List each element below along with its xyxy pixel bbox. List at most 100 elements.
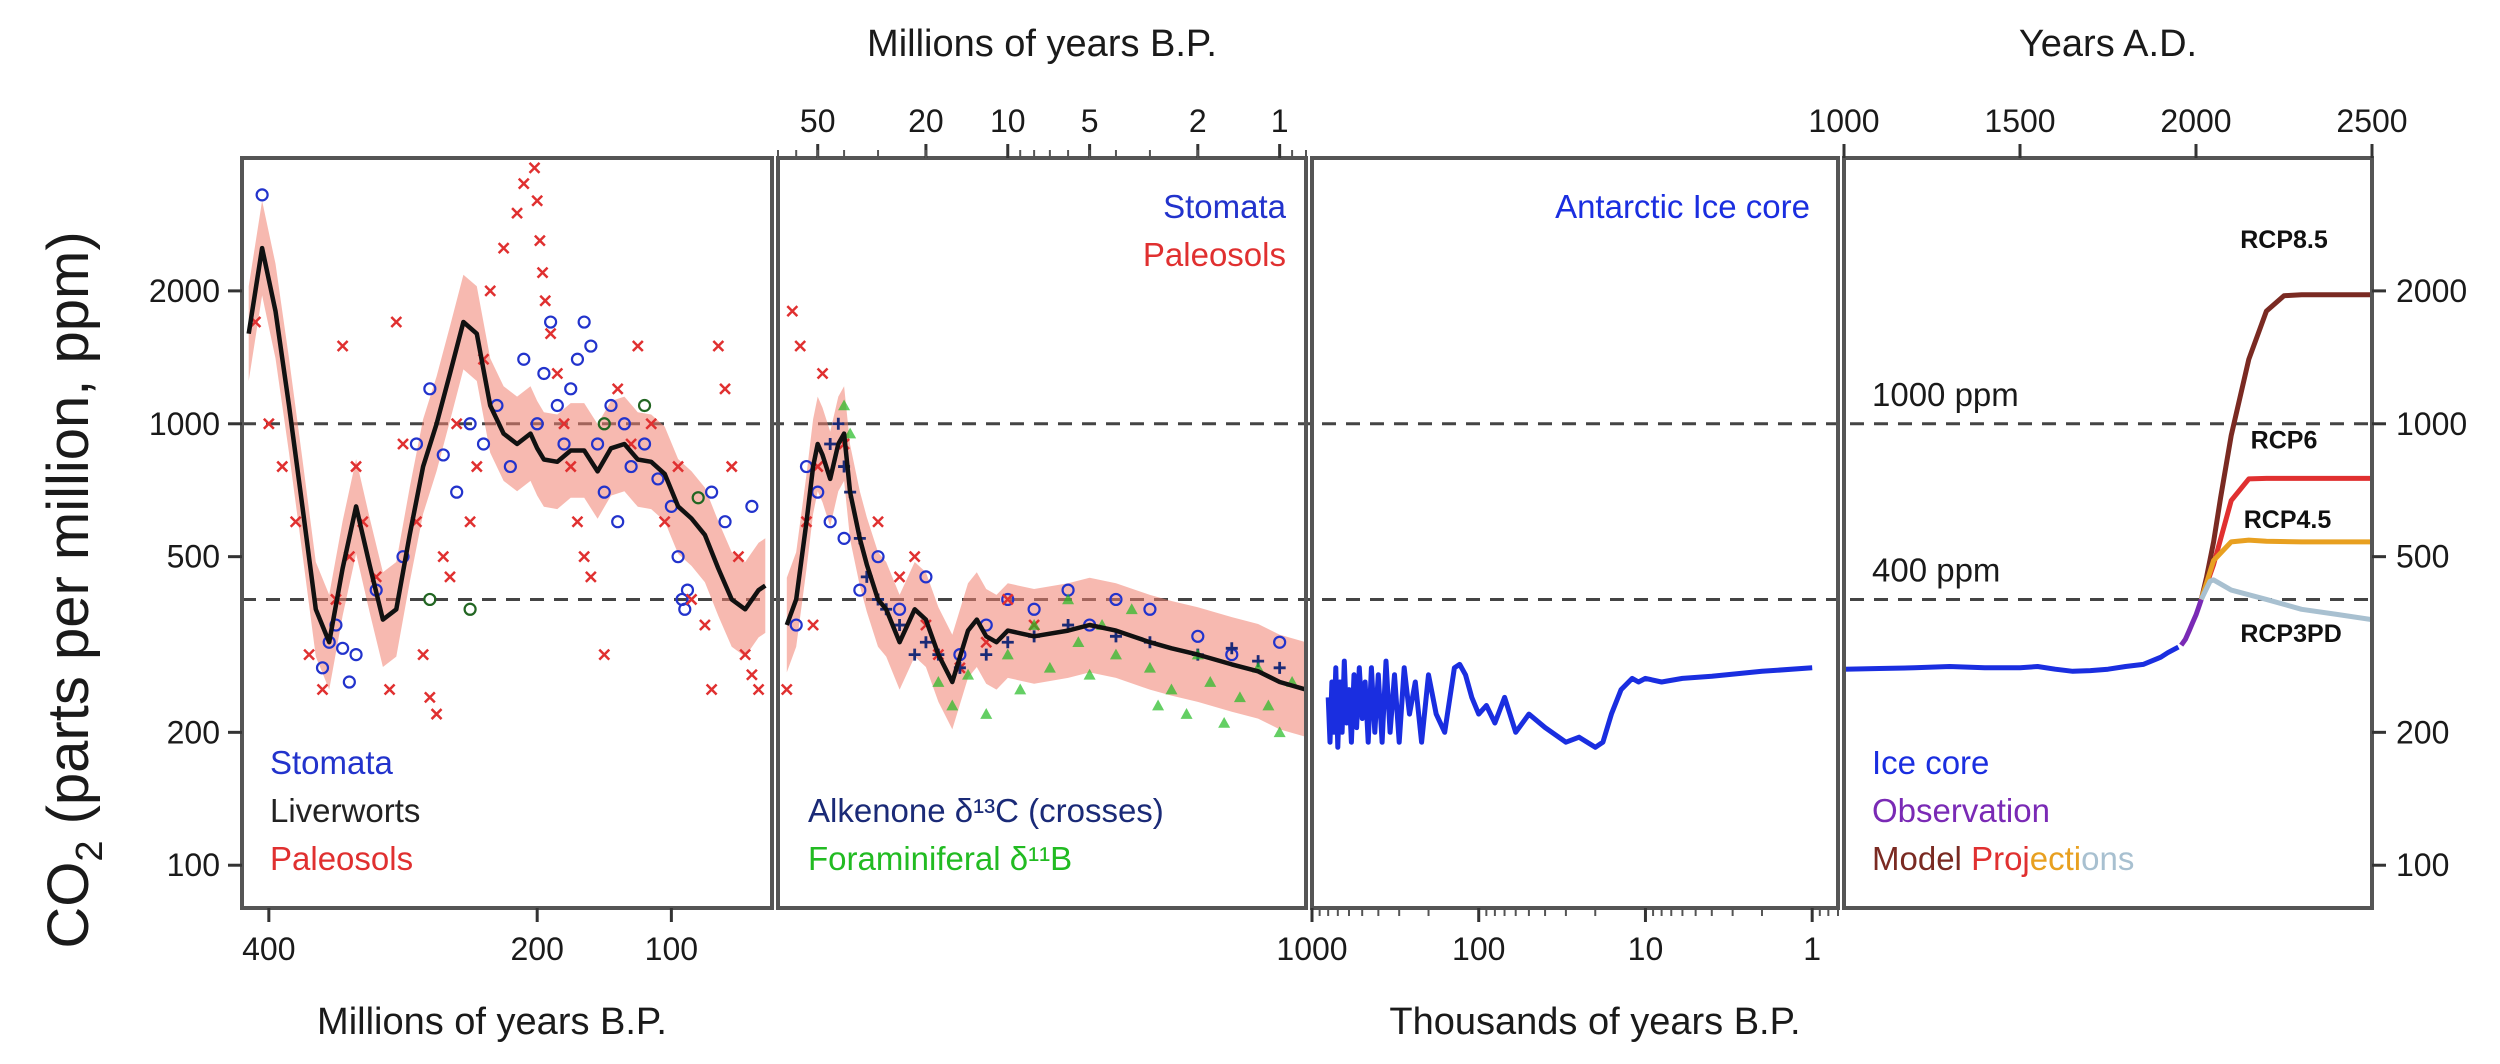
data-point [564, 382, 578, 396]
y-tick-label: 500 [167, 539, 220, 575]
series-line [2198, 537, 2372, 601]
x-axis-title-top: Millions of years B.P. [867, 23, 1217, 65]
x-tick-label: 2 [1189, 103, 1207, 139]
data-point [617, 417, 632, 431]
data-point [1204, 676, 1217, 687]
panel-frame [1310, 156, 1840, 910]
x-tick-label: 100 [645, 931, 698, 967]
x-tick-label: 400 [242, 931, 295, 967]
data-point [1273, 726, 1286, 738]
data-point [550, 398, 564, 413]
x-tick-label: 1 [1803, 931, 1821, 967]
series-line [2199, 577, 2372, 623]
data-point [853, 583, 867, 597]
data-point [637, 437, 652, 451]
labels: Stomata Liverworts Paleosols Stomata Paleoso… [270, 188, 2342, 877]
data-point [423, 592, 437, 607]
data-point [672, 460, 684, 473]
data-point [1062, 593, 1075, 605]
data-point [844, 427, 857, 439]
data-point [745, 499, 759, 513]
panel-frame [1842, 156, 2374, 910]
data-point [691, 491, 705, 505]
data-point [824, 437, 837, 450]
legend-item-model-projections: Model Projections [1872, 840, 2134, 877]
data-point [871, 550, 885, 564]
data-point [705, 485, 719, 499]
data-point [528, 161, 541, 174]
x-tick-label: 1500 [1984, 103, 2055, 139]
data-point [1072, 636, 1085, 648]
data-point [908, 550, 921, 563]
data-point [533, 234, 546, 247]
panel-recent [1844, 292, 2372, 674]
data-point [255, 188, 269, 202]
data-point [511, 207, 523, 220]
data-point [262, 417, 275, 430]
data-point [1273, 661, 1286, 674]
x-tick-label: 100 [1452, 931, 1505, 967]
data-point [604, 398, 618, 413]
data-point [276, 460, 289, 473]
data-point [336, 340, 349, 352]
data-point [315, 661, 330, 675]
data-point [437, 550, 450, 563]
y-tick-label: 2000 [149, 273, 220, 309]
data-point [423, 691, 436, 704]
data-point [893, 570, 906, 583]
data-point [571, 515, 584, 528]
legend-item: Ice core [1872, 744, 1989, 781]
data-point [551, 367, 564, 380]
data-point [624, 459, 638, 474]
data-point [739, 648, 752, 661]
series-label: RCP6 [2251, 426, 2318, 454]
series-line [1844, 644, 2180, 674]
smoothed-fit-line [784, 431, 1306, 692]
data-point [476, 437, 491, 451]
data-point [1001, 593, 1014, 606]
data-point [837, 531, 851, 545]
axes: 100 100 200 200 500 500 1000 1000 2000 2000 400 200… [149, 23, 2467, 1043]
data-point [390, 316, 403, 328]
data-point [484, 285, 497, 297]
data-point [544, 327, 557, 340]
x-tick-label: 10 [1628, 931, 1664, 967]
data-point [719, 382, 731, 395]
panel-deep [246, 161, 767, 720]
data-point [1165, 683, 1178, 695]
x-axis-title-bottom: Thousands of years B.P. [1389, 1001, 1800, 1043]
data-point [962, 668, 975, 680]
y-tick-label-right: 2000 [2396, 273, 2467, 309]
panel-cenozoic [780, 305, 1306, 738]
data-point [336, 641, 350, 655]
data-point [350, 460, 362, 473]
data-point [417, 648, 430, 661]
y-tick-label: 200 [167, 714, 220, 750]
y-axis-title: CO2 (parts per million, ppm) [36, 231, 111, 948]
uncertainty-band [248, 200, 766, 690]
data-point [1001, 592, 1015, 607]
data-point [450, 485, 464, 499]
data-point [558, 417, 570, 430]
y-tick-label-right: 100 [2396, 847, 2449, 883]
data-point [980, 708, 993, 719]
data-point [745, 668, 758, 681]
data-point [464, 515, 476, 528]
y-axis-title-text: CO2 (parts per million, ppm) [36, 231, 111, 948]
data-point [316, 683, 329, 696]
data-point [658, 515, 671, 528]
legend-item: Observation [1872, 792, 2050, 829]
data-point [570, 352, 585, 366]
data-point [872, 515, 884, 528]
x-tick-label: 10 [990, 103, 1026, 139]
data-point [530, 417, 544, 431]
data-point [584, 339, 598, 353]
data-point [1233, 691, 1246, 703]
data-point [1109, 648, 1122, 660]
data-point [544, 315, 558, 329]
y-tick-label-right: 1000 [2396, 406, 2467, 442]
data-point [611, 515, 625, 529]
series-line [1325, 658, 1813, 750]
series-line [2198, 292, 2372, 600]
data-point [578, 550, 591, 563]
